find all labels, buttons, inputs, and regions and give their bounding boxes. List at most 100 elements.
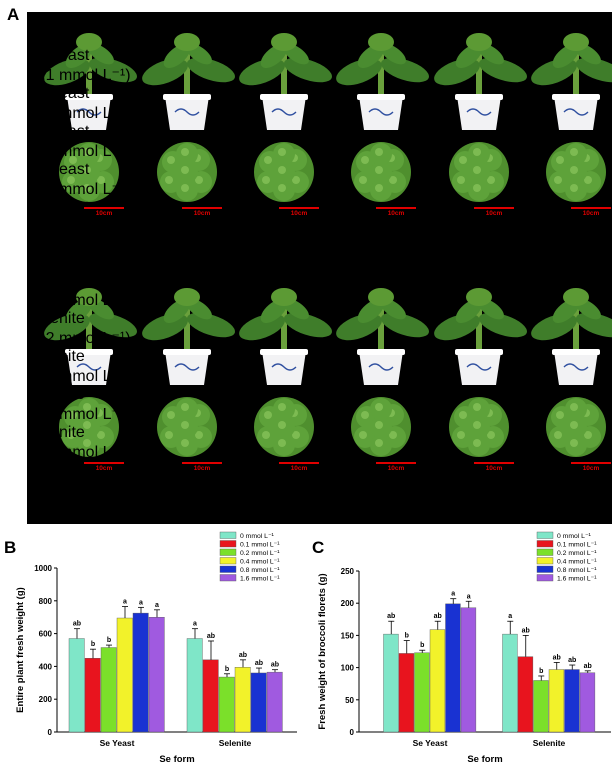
bar-selenite-0: [186, 638, 203, 733]
floret-1-1: [59, 142, 119, 202]
floret-2-2: [157, 397, 217, 457]
significance-label: a: [193, 621, 197, 628]
y-tick-label: 0: [48, 728, 53, 737]
scale-bar: 10cm: [474, 462, 514, 472]
y-tick-label: 200: [39, 695, 53, 704]
floret-2-3: [254, 397, 314, 457]
floret-2-5: [449, 397, 509, 457]
chart-entire-plant-weight: Entire plant fresh weight (g) 0 200 400 600 8…: [15, 531, 297, 765]
scale-bar-label: 10cm: [95, 465, 113, 472]
treatment-label-line: Control: [27, 237, 79, 254]
plant-1-3: [239, 33, 332, 130]
scale-bar: 10cm: [376, 207, 416, 217]
chart-floret-weight: Fresh weight of broccoli florets (g) 0 50 1…: [317, 531, 611, 765]
y-tick-label: 400: [39, 662, 53, 671]
legend-label: 0.2 mmol L⁻¹: [557, 550, 597, 557]
legend-label: 1.6 mmol L⁻¹: [240, 576, 280, 583]
x-tick-label: Selenite: [533, 738, 566, 748]
y-tick-label: 800: [39, 597, 53, 606]
y-tick-label: 100: [341, 664, 355, 673]
scale-bar: 10cm: [84, 207, 124, 217]
treatment-label: Selenite (0.1 mmol L⁻¹): [27, 272, 612, 310]
significance-label: b: [107, 637, 111, 644]
bar-se-yeast-4: [445, 603, 461, 733]
scale-bar-label: 10cm: [290, 210, 308, 217]
x-tick-label: Selenite: [219, 738, 252, 748]
scale-bar: 10cm: [279, 462, 319, 472]
panel-letter-b: B: [4, 538, 17, 557]
legend-swatch: [536, 531, 554, 539]
plant-2-2: [142, 288, 235, 385]
treatment-label-line: (0.2 mmol L⁻¹): [27, 330, 131, 347]
legend-label: 0.4 mmol L⁻¹: [557, 559, 597, 566]
treatment-label-line: (0.1 mmol L⁻¹): [27, 67, 131, 84]
bar-selenite-2: [533, 680, 549, 733]
bar-se-yeast-0: [68, 638, 85, 733]
plant-2-3: [239, 288, 332, 385]
significance-label: ab: [568, 657, 576, 664]
significance-label: b: [225, 666, 229, 673]
bar-selenite-1: [202, 659, 219, 733]
legend-swatch: [219, 531, 237, 539]
treatment-label-line: (0.2 mmol L⁻¹): [27, 105, 131, 122]
significance-label: ab: [271, 662, 279, 669]
floret-2-6: [546, 397, 606, 457]
significance-label: ab: [434, 613, 442, 620]
treatment-label: Selenite (0.4 mmol L⁻¹): [27, 348, 612, 386]
floret-1-3: [254, 142, 314, 202]
plant-photo-panel: 10cm Control 10cm Se yeast (0.1 mmol L⁻¹) 10c…: [27, 12, 612, 524]
treatment-label-line: Se yeast: [27, 161, 90, 178]
bar-selenite-2: [218, 676, 235, 733]
scale-bar-label: 10cm: [387, 210, 405, 217]
y-tick-label: 250: [341, 567, 355, 576]
treatment-label-line: (0.8 mmol L⁻¹): [27, 181, 131, 198]
scale-bar: 10cm: [571, 462, 611, 472]
plant-illustrations: [44, 33, 612, 457]
treatment-label-line: Control: [27, 12, 79, 29]
bar-se-yeast-3: [116, 617, 133, 733]
significance-label: a: [155, 602, 159, 609]
plant-1-4: [336, 33, 429, 130]
floret-1-5: [449, 142, 509, 202]
scale-bar-label: 10cm: [95, 210, 113, 217]
x-tick-label: Se Yeast: [100, 738, 135, 748]
treatment-label-line: Selenite: [27, 348, 85, 365]
legend-swatch: [536, 548, 554, 556]
treatment-label-line: [27, 255, 612, 272]
scale-bar-label: 10cm: [193, 210, 211, 217]
significance-label: ab: [387, 613, 395, 620]
plant-2-5: [434, 288, 527, 385]
legend-label: 0 mmol L⁻¹: [557, 533, 592, 540]
legend-label: 0.8 mmol L⁻¹: [557, 567, 597, 574]
legend-swatch: [219, 565, 237, 573]
panel-letter-a: A: [7, 5, 20, 24]
significance-label: b: [539, 668, 543, 675]
plant-2-1: [44, 288, 137, 385]
legend-label: 0.8 mmol L⁻¹: [240, 567, 280, 574]
scale-bar-label: 10cm: [485, 210, 503, 217]
panel-letter-c: C: [312, 538, 325, 557]
significance-label: a: [123, 599, 127, 606]
bar-se-yeast-2: [100, 647, 117, 733]
significance-label: a: [451, 591, 455, 598]
bar-se-yeast-2: [414, 652, 430, 733]
scale-bar-label: 10cm: [387, 465, 405, 472]
significance-label: b: [420, 642, 424, 649]
significance-label: ab: [207, 633, 215, 640]
treatment-label-line: Se yeast: [27, 85, 90, 102]
x-axis-label: Se form: [467, 754, 502, 765]
y-tick-label: 150: [341, 631, 355, 640]
legend: 0 mmol L⁻¹ 0.1 mmol L⁻¹0.2 mmol L⁻¹ 0.4 mm…: [536, 531, 597, 583]
y-axis-label: Fresh weight of broccoli florets (g): [317, 573, 328, 729]
treatment-label: Se yeast (1.6 mmol L⁻¹): [27, 199, 612, 237]
bar-se-yeast-1: [398, 653, 415, 733]
treatment-label-line: (0.4 mmol L⁻¹): [27, 143, 131, 160]
y-tick-label: 200: [341, 599, 355, 608]
treatment-label: Control: [27, 237, 612, 272]
bar-selenite-4: [250, 672, 267, 733]
legend-label: 0.1 mmol L⁻¹: [557, 542, 597, 549]
scale-bar: 10cm: [182, 207, 222, 217]
treatment-label-line: Selenite: [27, 272, 85, 289]
plant-1-1: [44, 33, 137, 130]
treatment-label-line: (1.6 mmol L⁻¹): [27, 444, 131, 461]
